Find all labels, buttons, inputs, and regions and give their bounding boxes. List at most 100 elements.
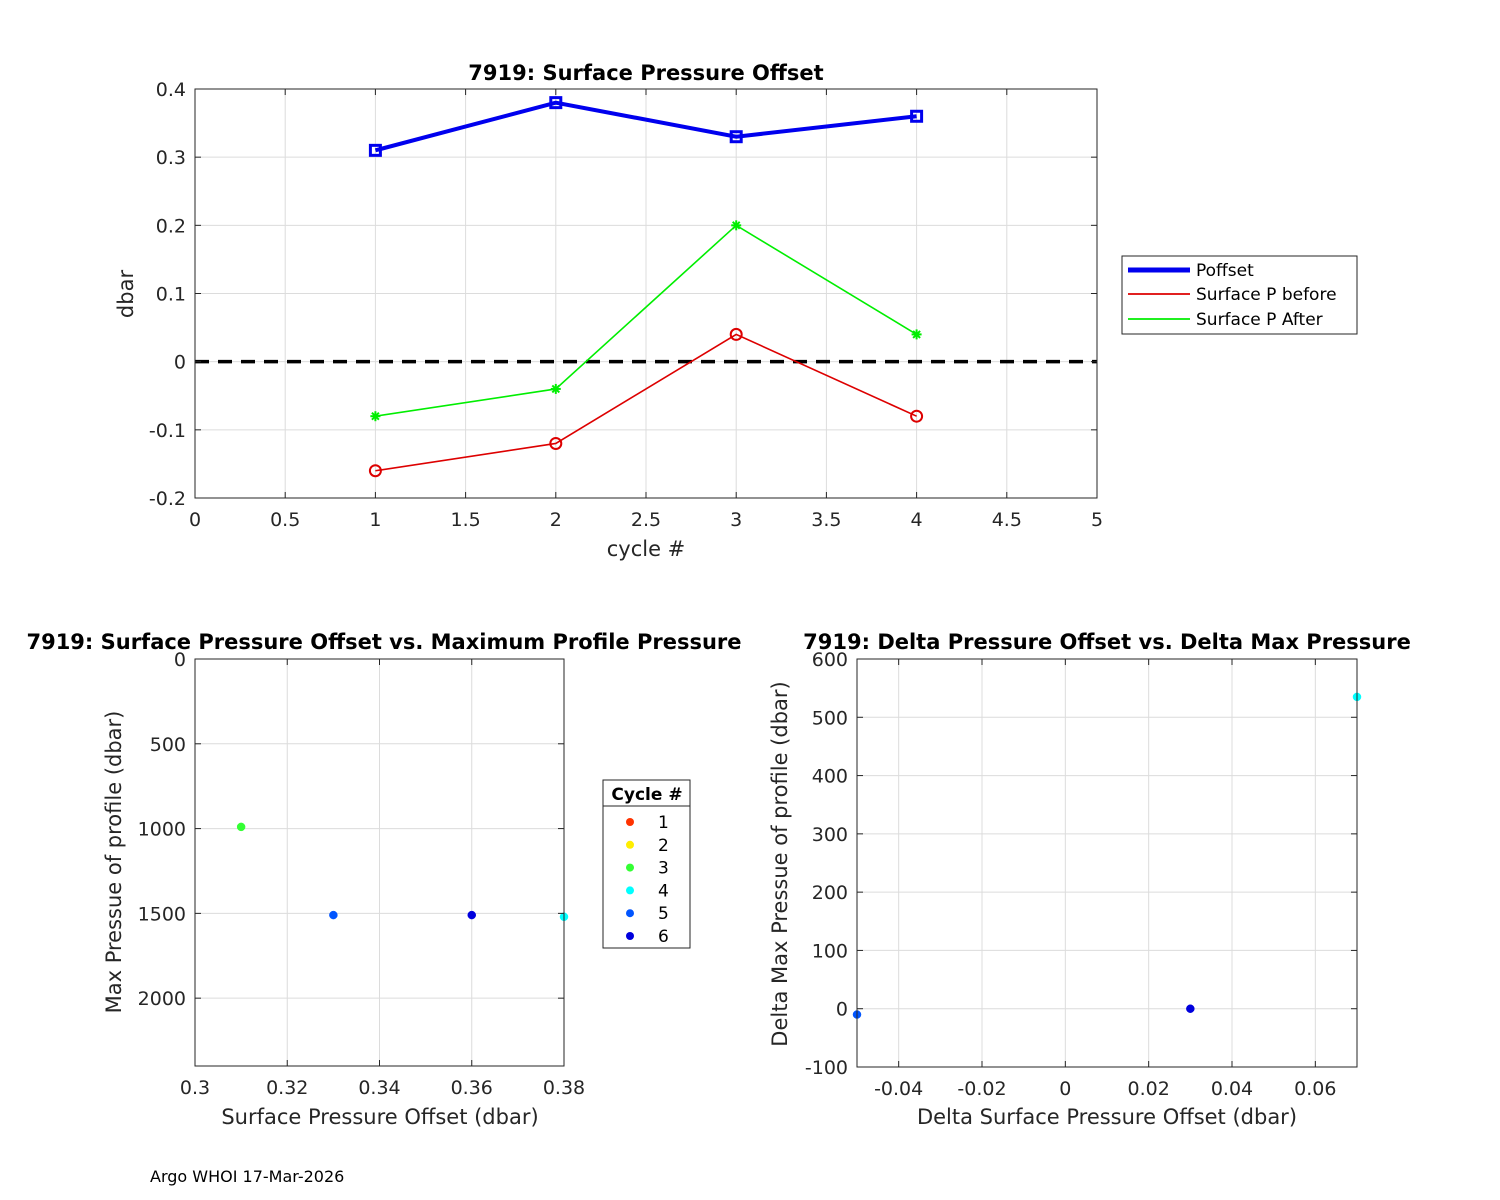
top-xtick-label: 0.5 <box>270 509 300 531</box>
series-line-surface-p-before <box>375 333 917 472</box>
top-ytick-label: -0.2 <box>149 488 186 510</box>
series-point-surface-p-after-stroke <box>371 411 380 421</box>
bl-scatter-point-cycle-5 <box>329 910 338 920</box>
top-series <box>368 96 924 478</box>
series-point-surface-p-after-stroke <box>912 330 921 339</box>
bl-xtick-label: 0.32 <box>266 1077 308 1099</box>
series-point-poffset <box>368 143 382 157</box>
bl-ytick-label: 1000 <box>138 819 186 841</box>
offset-vs-max-pressure-plot: 0.3 0.32 0.34 0.36 0.38 0 500 1000 1500 2000 791… <box>26 630 741 1129</box>
series-point-poffset <box>549 96 563 110</box>
top-ylabel: dbar <box>114 270 138 319</box>
series-point-poffset <box>729 130 743 144</box>
series-point-surface-p-after <box>731 220 742 231</box>
top-xtick-label: 3.5 <box>811 509 841 531</box>
top-x-ticks: 0 0.5 1 1.5 2 2.5 3 3.5 4 4.5 5 <box>189 89 1103 531</box>
br-xtick-label: 0.02 <box>1128 1078 1170 1100</box>
top-ytick-label: 0.3 <box>156 147 186 169</box>
series-point-surface-p-before <box>910 409 924 423</box>
top-xtick-label: 0 <box>189 509 201 531</box>
series-point-surface-p-after <box>911 329 922 340</box>
delta-offset-vs-delta-max-plot: -0.04 -0.02 0 0.02 0.04 0.06 -100 0 100 200 300 40… <box>768 630 1411 1129</box>
br-xtick-label: 0 <box>1059 1078 1071 1100</box>
series-point-surface-p-after-stroke <box>551 384 561 394</box>
bl-grid <box>194 658 565 1066</box>
cycle-legend-marker-4 <box>626 886 634 895</box>
bl-y-ticks: 0 500 1000 1500 2000 <box>138 649 564 1010</box>
top-xtick-label: 4.5 <box>992 509 1022 531</box>
series-point-surface-p-before <box>368 464 382 478</box>
br-points <box>852 692 1362 1019</box>
series-point-surface-p-after <box>370 411 381 422</box>
cycle-legend-box <box>602 779 691 949</box>
legend-label-poffset: Poffset <box>1196 261 1254 281</box>
series-point-surface-p-after-stroke <box>731 221 741 230</box>
top-ytick-label: 0.1 <box>156 284 186 306</box>
br-xtick-label: 0.06 <box>1294 1078 1336 1100</box>
top-title: 7919: Surface Pressure Offset <box>468 61 823 85</box>
br-ytick-label: 200 <box>812 882 848 904</box>
bl-xtick-label: 0.36 <box>451 1077 493 1099</box>
br-grid <box>857 658 1357 1068</box>
top-xtick-label: 4 <box>911 509 923 531</box>
cycle-legend-marker-1 <box>626 818 634 826</box>
br-ytick-label: 600 <box>812 649 848 671</box>
br-axes-box <box>856 658 1358 1068</box>
top-xtick-label: 3 <box>730 509 742 531</box>
top-ytick-label: 0.4 <box>156 79 186 101</box>
br-xtick-label: -0.04 <box>874 1078 923 1100</box>
footer-text: Argo WHOI 17-Mar-2026 <box>150 1167 344 1186</box>
cycle-legend-marker-6 <box>626 932 634 940</box>
cycle-legend: Cycle # 1 2 34 5 6 <box>602 779 691 949</box>
bl-ytick-label: 2000 <box>138 988 186 1010</box>
top-legend: Poffset Surface P before Surface P After <box>1121 255 1358 335</box>
cycle-legend-marker-3 <box>626 863 634 872</box>
bl-ytick-label: 500 <box>150 734 186 756</box>
top-xtick-label: 2.5 <box>631 509 661 531</box>
legend-label-surface-p-after: Surface P After <box>1196 310 1323 330</box>
br-ytick-label: 500 <box>812 707 848 729</box>
top-xtick-label: 1 <box>369 509 381 531</box>
bl-xlabel: Surface Pressure Offset (dbar) <box>221 1105 538 1129</box>
series-line-poffset <box>374 100 917 153</box>
br-ytick-label: 300 <box>812 824 848 846</box>
series-point-surface-p-before <box>549 436 563 450</box>
top-xtick-label: 2 <box>550 509 562 531</box>
bl-xtick-label: 0.34 <box>358 1077 400 1099</box>
br-xtick-label: -0.02 <box>957 1078 1006 1100</box>
cycle-legend-label-5: 5 <box>658 904 669 924</box>
br-ytick-label: -100 <box>805 1057 848 1079</box>
surface-pressure-offset-plot: 0 0.5 1 1.5 2 2.5 3 3.5 4 4.5 5 -0.2 -0.1 0 0.1 0.2 0.3… <box>114 61 1358 561</box>
legend-label-surface-p-before: Surface P before <box>1196 285 1337 305</box>
series-point-poffset <box>910 109 924 123</box>
bl-ytick-label: 1500 <box>138 903 186 925</box>
br-y-ticks: -100 0 100 200 300 400 500 600 <box>805 649 1357 1079</box>
series-point-surface-p-after <box>550 383 561 394</box>
cycle-legend-label-4: 4 <box>658 881 669 901</box>
br-ylabel: Delta Max Pressue of profile (dbar) <box>768 681 792 1046</box>
top-ytick-label: -0.1 <box>149 420 186 442</box>
bl-ylabel: Max Pressue of profile (dbar) <box>102 711 126 1014</box>
bl-scatter-point-cycle-3 <box>236 822 246 832</box>
br-x-ticks: -0.04 -0.02 0 0.02 0.04 0.06 <box>874 659 1336 1100</box>
bl-title: 7919: Surface Pressure Offset vs. Maximu… <box>26 630 741 654</box>
top-y-ticks: -0.2 -0.1 0 0.1 0.2 0.3 0.4 <box>149 79 1097 510</box>
br-ytick-label: 100 <box>812 940 848 962</box>
cycle-legend-label-3: 3 <box>658 859 669 879</box>
series-point-surface-p-before <box>729 327 743 341</box>
bl-xtick-label: 0.3 <box>180 1077 210 1099</box>
top-xtick-label: 1.5 <box>450 509 480 531</box>
br-xlabel: Delta Surface Pressure Offset (dbar) <box>917 1105 1297 1129</box>
cycle-legend-title: Cycle # <box>611 785 682 805</box>
bl-scatter-point-cycle-6 <box>467 910 476 920</box>
top-xlabel: cycle # <box>607 537 686 561</box>
cycle-legend-entries: 1 2 34 5 6 <box>626 813 669 947</box>
cycle-legend-label-2: 2 <box>658 836 669 856</box>
bl-points <box>236 822 569 922</box>
cycle-legend-marker-2 <box>626 840 634 849</box>
br-xtick-label: 0.04 <box>1211 1078 1253 1100</box>
top-ytick-label: 0 <box>174 352 186 374</box>
top-xtick-label: 5 <box>1091 509 1103 531</box>
top-grid <box>194 88 1098 499</box>
